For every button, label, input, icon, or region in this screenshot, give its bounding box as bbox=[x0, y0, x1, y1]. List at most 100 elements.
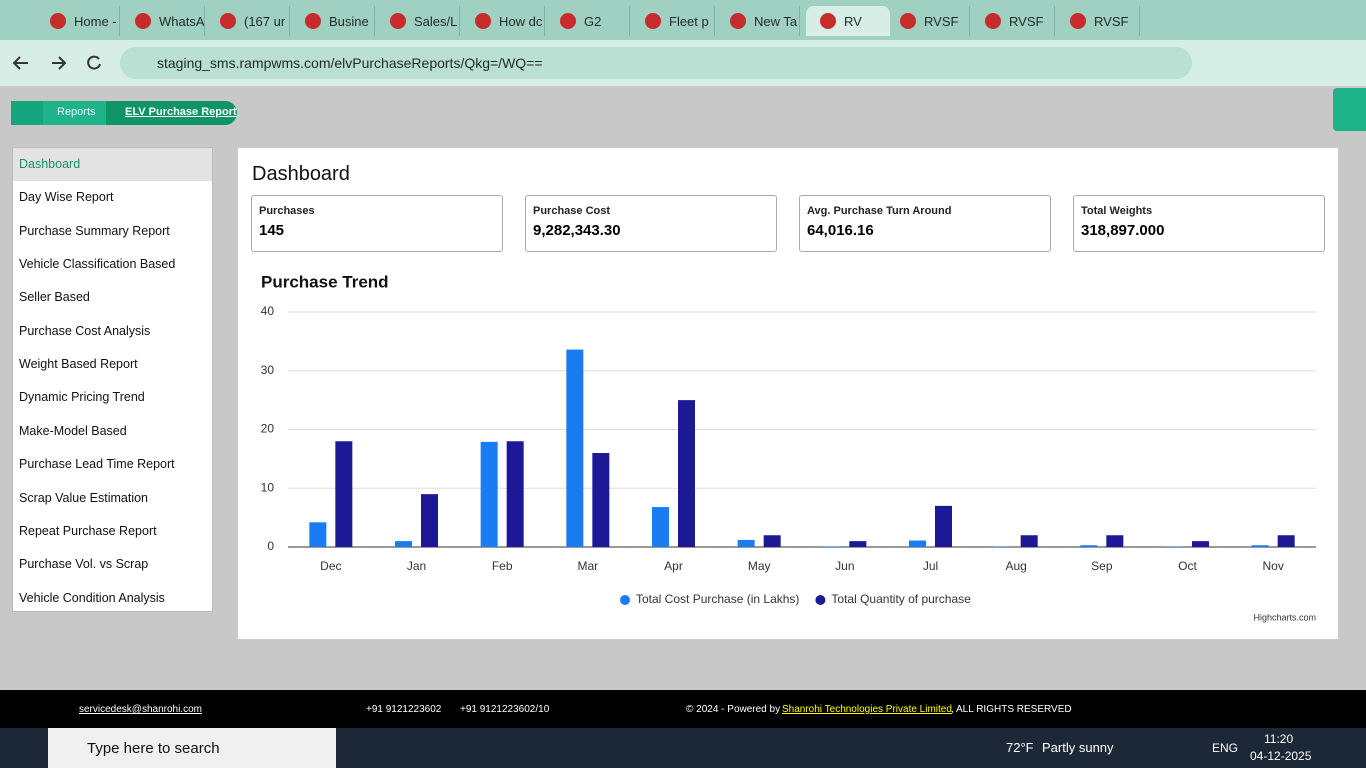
bar bbox=[395, 541, 412, 547]
bar bbox=[737, 539, 755, 547]
tab[interactable]: (167 ur bbox=[206, 6, 290, 36]
bar bbox=[849, 541, 867, 547]
sidebar-item[interactable]: Vehicle Condition Analysis bbox=[19, 590, 165, 605]
kpi-label: Avg. Purchase Turn Around bbox=[807, 205, 952, 217]
bar bbox=[652, 507, 669, 547]
legend-label[interactable]: Total Cost Purchase (in Lakhs) bbox=[636, 592, 799, 606]
legend-marker[interactable] bbox=[620, 595, 630, 605]
sidebar-item[interactable]: Make-Model Based bbox=[19, 423, 127, 438]
legend-marker[interactable] bbox=[815, 595, 826, 605]
bar bbox=[935, 505, 952, 547]
home-icon[interactable] bbox=[11, 101, 43, 125]
y-tick-label: 20 bbox=[261, 422, 275, 436]
bar bbox=[335, 441, 353, 547]
y-tick-label: 10 bbox=[261, 480, 275, 494]
sidebar-item[interactable]: Purchase Summary Report bbox=[19, 223, 170, 238]
kpi-card: Total Weights 318,897.000 bbox=[1073, 195, 1325, 252]
menu-button[interactable] bbox=[1333, 88, 1366, 131]
bar bbox=[823, 546, 841, 547]
y-tick-label: 30 bbox=[261, 363, 275, 377]
bar bbox=[1277, 535, 1295, 547]
tab[interactable]: RVSF bbox=[886, 6, 970, 36]
phone: +91 9121223602 bbox=[366, 704, 442, 715]
weather: Partly sunny bbox=[1042, 740, 1114, 755]
sidebar-item[interactable]: Repeat Purchase Report bbox=[19, 523, 157, 538]
x-tick-label: Apr bbox=[664, 559, 683, 573]
bar bbox=[421, 494, 438, 547]
chart-title: Purchase Trend bbox=[261, 272, 389, 291]
sidebar: Dashboard Day Wise Report Purchase Summary… bbox=[12, 147, 213, 612]
bar bbox=[1192, 541, 1209, 547]
sidebar-item[interactable]: Day Wise Report bbox=[19, 190, 114, 205]
crumb[interactable]: Reports bbox=[57, 106, 96, 118]
phone: +91 9121223602/10 bbox=[460, 704, 550, 715]
sidebar-item[interactable]: Vehicle Classification Based bbox=[19, 257, 176, 272]
lang: ENG bbox=[1212, 741, 1239, 755]
temp: 72°F bbox=[1006, 740, 1034, 755]
y-tick-label: 0 bbox=[267, 539, 274, 553]
bar bbox=[678, 400, 695, 547]
email[interactable]: servicedesk@shanrohi.com bbox=[79, 704, 202, 715]
bar bbox=[1106, 535, 1124, 547]
tab[interactable]: How dc bbox=[461, 6, 545, 36]
bar bbox=[1020, 535, 1038, 547]
legend-label[interactable]: Total Quantity of purchase bbox=[831, 592, 971, 606]
kpi-card: Avg. Purchase Turn Around 64,016.16 bbox=[799, 195, 1051, 252]
sidebar-item[interactable]: Scrap Value Estimation bbox=[19, 490, 148, 505]
kpi-value: 64,016.16 bbox=[807, 222, 874, 239]
tab[interactable]: RVSF bbox=[971, 6, 1055, 36]
bar bbox=[1080, 545, 1098, 547]
chart: Purchase Trend Highcharts.com 0 10 20 30 40 D… bbox=[261, 272, 1316, 622]
search-text[interactable]: Type here to search bbox=[87, 740, 220, 757]
kpi-value: 145 bbox=[259, 222, 285, 239]
x-tick-label: Jun bbox=[835, 559, 854, 573]
tab[interactable]: Fleet p bbox=[631, 6, 715, 36]
tab[interactable]: New Ta bbox=[716, 6, 800, 36]
sidebar-item[interactable]: Dashboard bbox=[13, 148, 212, 181]
bar bbox=[566, 349, 584, 547]
tab[interactable]: Sales/L bbox=[376, 6, 460, 36]
sidebar-item[interactable]: Purchase Lead Time Report bbox=[19, 457, 175, 472]
x-tick-label: Jul bbox=[923, 559, 938, 573]
sidebar-item[interactable]: Dynamic Pricing Trend bbox=[19, 390, 145, 405]
kpi-label: Total Weights bbox=[1081, 205, 1153, 217]
sidebar-item[interactable]: Purchase Cost Analysis bbox=[19, 323, 151, 338]
bar bbox=[592, 453, 610, 547]
tab[interactable]: Home - bbox=[36, 6, 120, 36]
x-tick-label: Dec bbox=[320, 559, 341, 573]
tab[interactable]: Busine bbox=[291, 6, 375, 36]
tab[interactable]: RVSF bbox=[1056, 6, 1140, 36]
bar bbox=[994, 546, 1012, 547]
kpi-value: 318,897.000 bbox=[1081, 222, 1165, 239]
sidebar-item[interactable]: Weight Based Report bbox=[19, 357, 138, 372]
x-tick-label: Mar bbox=[577, 559, 598, 573]
bar bbox=[480, 441, 498, 547]
nav-buttons[interactable] bbox=[0, 40, 120, 86]
rights: , ALL RIGHTS RESERVED bbox=[951, 704, 1072, 715]
url-bar[interactable]: staging_sms.rampwms.com/elvPurchaseRepor… bbox=[120, 47, 1192, 79]
sidebar-item[interactable]: Purchase Vol. vs Scrap bbox=[19, 557, 149, 572]
x-tick-label: Aug bbox=[1005, 559, 1026, 573]
credits[interactable]: Highcharts.com bbox=[1253, 612, 1316, 622]
taskbar: Type here to search 72°F Partly sunny EN… bbox=[0, 728, 1366, 768]
x-tick-label: Sep bbox=[1091, 559, 1113, 573]
x-tick-label: Oct bbox=[1178, 559, 1197, 573]
kpi-label: Purchases bbox=[259, 205, 315, 217]
tab[interactable]: WhatsA bbox=[121, 6, 205, 36]
company-link[interactable]: Shanrohi Technologies Private Limited bbox=[782, 704, 952, 715]
kpi-card: Purchases 145 bbox=[251, 195, 503, 252]
crumb[interactable]: ELV Purchase Report bbox=[125, 106, 237, 118]
search-box[interactable] bbox=[48, 728, 336, 768]
date: 04-12-2025 bbox=[1250, 749, 1312, 763]
sidebar-item[interactable]: Seller Based bbox=[19, 290, 90, 305]
bar bbox=[506, 441, 524, 547]
heading: Dashboard bbox=[252, 163, 350, 185]
tab-strip: Home - WhatsA (167 ur Busine Sales/L How dc G2… bbox=[0, 0, 1366, 40]
x-tick-label: Feb bbox=[492, 559, 513, 573]
x-tick-label: May bbox=[748, 559, 771, 573]
bar bbox=[309, 522, 327, 547]
tab[interactable]: RV bbox=[806, 6, 890, 36]
tab[interactable]: G2 bbox=[546, 6, 630, 36]
bar bbox=[909, 540, 926, 547]
